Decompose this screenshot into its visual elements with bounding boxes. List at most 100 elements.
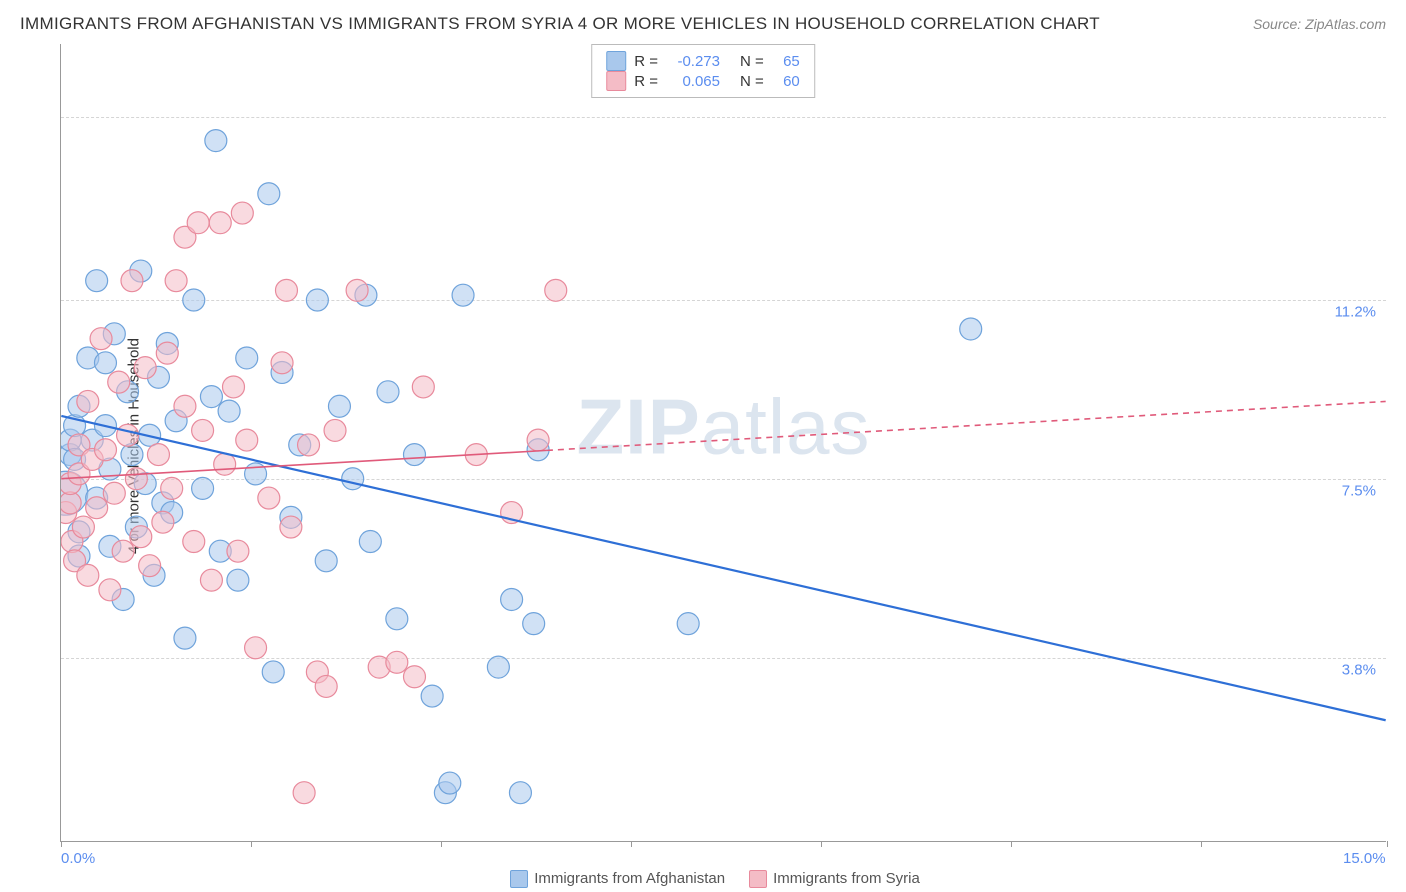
- data-point: [315, 550, 337, 572]
- data-point: [298, 434, 320, 456]
- data-point: [209, 212, 231, 234]
- n-label: N =: [740, 53, 764, 70]
- data-point: [439, 772, 461, 794]
- data-point: [77, 564, 99, 586]
- legend-swatch: [606, 71, 626, 91]
- legend-swatch: [749, 870, 767, 888]
- x-tick: [61, 841, 62, 847]
- data-point: [183, 289, 205, 311]
- data-point: [404, 444, 426, 466]
- data-point: [121, 270, 143, 292]
- x-tick: [441, 841, 442, 847]
- data-point: [174, 395, 196, 417]
- data-point: [545, 279, 567, 301]
- data-point: [527, 429, 549, 451]
- data-point: [86, 497, 108, 519]
- data-point: [134, 357, 156, 379]
- data-point: [94, 352, 116, 374]
- plot-area: ZIPatlas 3.8%7.5%11.2%0.0%15.0%: [60, 44, 1386, 842]
- data-point: [200, 569, 222, 591]
- data-point: [112, 540, 134, 562]
- x-tick: [631, 841, 632, 847]
- data-point: [218, 400, 240, 422]
- data-point: [359, 531, 381, 553]
- data-point: [306, 289, 328, 311]
- n-value: 60: [772, 73, 800, 90]
- legend-swatch: [510, 870, 528, 888]
- legend-label: Immigrants from Afghanistan: [534, 870, 725, 887]
- legend-row: R =-0.273N =65: [606, 51, 800, 71]
- x-tick: [821, 841, 822, 847]
- data-point: [386, 608, 408, 630]
- data-point: [523, 613, 545, 635]
- data-point: [223, 376, 245, 398]
- data-point: [386, 651, 408, 673]
- data-point: [677, 613, 699, 635]
- data-point: [77, 390, 99, 412]
- data-point: [236, 429, 258, 451]
- chart-title: IMMIGRANTS FROM AFGHANISTAN VS IMMIGRANT…: [20, 14, 1100, 34]
- x-tick-label: 15.0%: [1343, 850, 1386, 867]
- r-label: R =: [634, 53, 658, 70]
- data-point: [236, 347, 258, 369]
- data-point: [275, 279, 297, 301]
- legend-row: R = 0.065 N = 60: [606, 71, 800, 91]
- data-point: [121, 444, 143, 466]
- data-point: [245, 637, 267, 659]
- data-point: [271, 352, 293, 374]
- data-point: [174, 627, 196, 649]
- data-point: [342, 468, 364, 490]
- data-point: [94, 439, 116, 461]
- source-attribution: Source: ZipAtlas.com: [1253, 16, 1386, 32]
- data-point: [108, 371, 130, 393]
- data-point: [165, 270, 187, 292]
- data-point: [346, 279, 368, 301]
- data-point: [377, 381, 399, 403]
- data-point: [152, 511, 174, 533]
- data-point: [72, 516, 94, 538]
- data-point: [161, 477, 183, 499]
- data-point: [280, 516, 302, 538]
- data-point: [117, 424, 139, 446]
- data-point: [960, 318, 982, 340]
- legend-label: Immigrants from Syria: [773, 870, 920, 887]
- x-tick: [251, 841, 252, 847]
- data-point: [90, 328, 112, 350]
- x-tick-label: 0.0%: [61, 850, 95, 867]
- data-point: [187, 212, 209, 234]
- chart-container: IMMIGRANTS FROM AFGHANISTAN VS IMMIGRANT…: [0, 0, 1406, 892]
- scatter-svg: [61, 44, 1386, 841]
- trend-line-dashed: [547, 401, 1386, 450]
- data-point: [487, 656, 509, 678]
- data-point: [315, 675, 337, 697]
- r-value: 0.065: [666, 73, 720, 90]
- data-point: [452, 284, 474, 306]
- data-point: [258, 183, 280, 205]
- data-point: [125, 468, 147, 490]
- data-point: [328, 395, 350, 417]
- data-point: [412, 376, 434, 398]
- x-tick: [1387, 841, 1388, 847]
- series-legend: Immigrants from Afghanistan Immigrants fr…: [0, 870, 1406, 888]
- data-point: [421, 685, 443, 707]
- data-point: [227, 569, 249, 591]
- correlation-legend: R =-0.273N =65R =0.065N =60: [591, 44, 815, 98]
- data-point: [139, 555, 161, 577]
- data-point: [509, 782, 531, 804]
- data-point: [324, 419, 346, 441]
- legend-swatch: [606, 51, 626, 71]
- data-point: [214, 453, 236, 475]
- data-point: [99, 579, 121, 601]
- data-point: [501, 588, 523, 610]
- data-point: [192, 419, 214, 441]
- r-label: R =: [634, 73, 658, 90]
- data-point: [262, 661, 284, 683]
- data-point: [183, 531, 205, 553]
- data-point: [86, 270, 108, 292]
- data-point: [293, 782, 315, 804]
- n-label: N =: [740, 73, 764, 90]
- data-point: [231, 202, 253, 224]
- x-tick: [1201, 841, 1202, 847]
- data-point: [147, 444, 169, 466]
- data-point: [205, 130, 227, 152]
